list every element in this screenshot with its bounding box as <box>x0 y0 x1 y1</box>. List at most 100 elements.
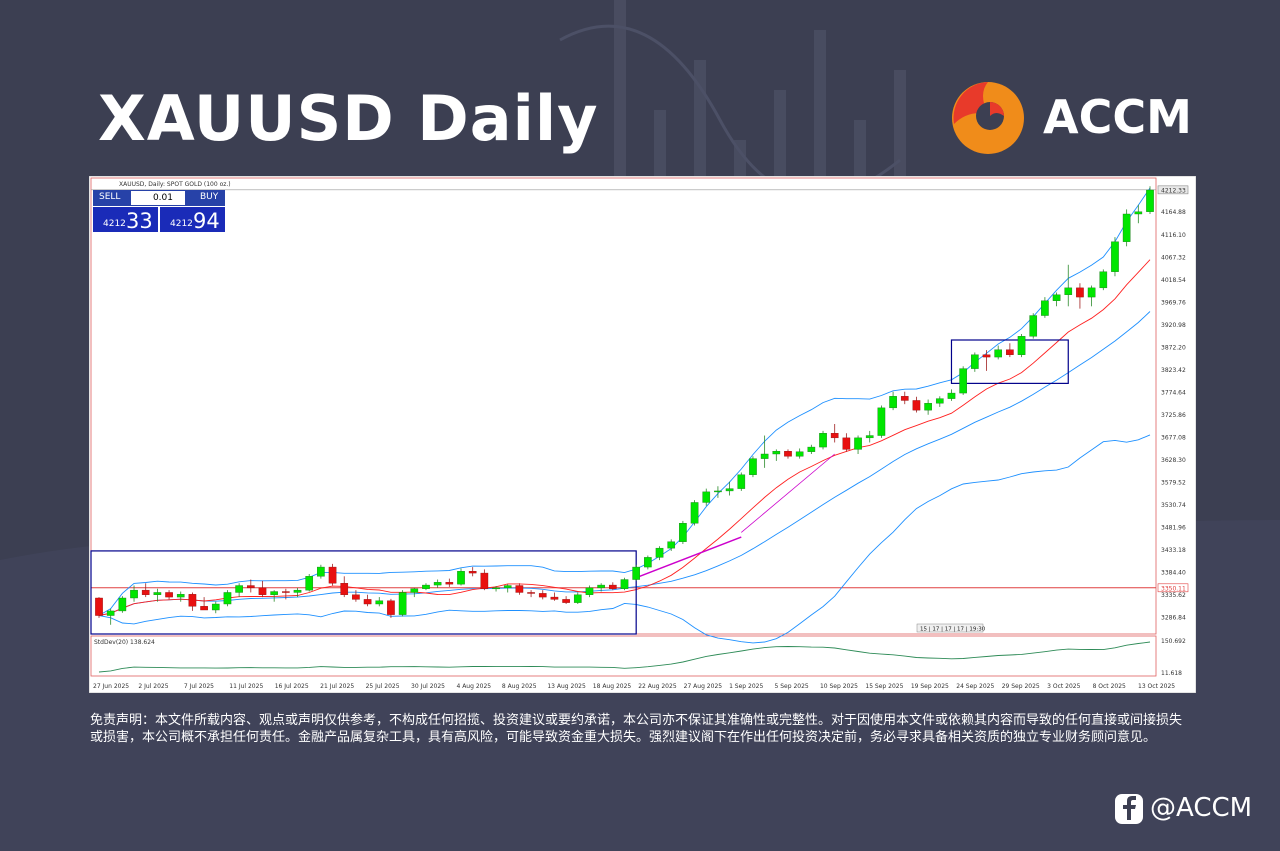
y-tick-label: 4067.32 <box>1161 254 1186 261</box>
y-tick-label: 3969.76 <box>1161 299 1186 306</box>
candle-body <box>270 591 278 595</box>
bid-main: 33 <box>126 209 153 233</box>
candle-body <box>784 451 792 457</box>
candle-body <box>690 502 699 524</box>
x-tick-label: 19 Sep 2025 <box>911 683 949 690</box>
candle-body <box>760 453 769 459</box>
x-tick-label: 30 Jul 2025 <box>411 683 445 690</box>
candle-body <box>188 594 197 607</box>
candle-body <box>118 597 127 612</box>
candle-body <box>235 585 243 593</box>
trade-panel-toolbar: SELL 0.01 BUY <box>93 190 225 206</box>
bid-price[interactable]: 4212 33 <box>93 207 158 233</box>
candle-body <box>573 594 582 603</box>
x-tick-label: 8 Aug 2025 <box>502 683 537 690</box>
candle-body <box>328 566 337 584</box>
y-tick-label: 3628.30 <box>1161 457 1186 464</box>
x-tick-label: 5 Sep 2025 <box>775 683 809 690</box>
candle-body <box>95 597 103 616</box>
candle-body <box>947 392 956 399</box>
candle-body <box>889 396 897 409</box>
time-marker-label: 15 | 17 | 17 | 17 | 19:30 <box>920 627 986 633</box>
candle-body <box>375 600 384 605</box>
candle-body <box>258 587 267 595</box>
indicator-tick-label: 150.692 <box>1161 638 1186 645</box>
social-handle[interactable]: @ACCM <box>1114 790 1274 826</box>
stddev-line <box>98 641 1151 673</box>
candle-body <box>457 571 465 585</box>
x-tick-label: 4 Aug 2025 <box>456 683 491 690</box>
ask-price[interactable]: 4212 94 <box>160 207 225 233</box>
candle-body <box>1111 241 1119 272</box>
x-tick-label: 16 Jul 2025 <box>275 683 309 690</box>
candle-body <box>819 433 827 448</box>
x-tick-label: 24 Sep 2025 <box>956 683 994 690</box>
candle-body <box>433 582 442 586</box>
y-tick-label: 3433.18 <box>1161 547 1186 554</box>
candle-body <box>865 435 874 439</box>
candle-body <box>935 398 944 404</box>
candle-body <box>702 491 711 503</box>
candle-body <box>153 592 162 595</box>
ask-main: 94 <box>193 209 220 233</box>
x-tick-label: 7 Jul 2025 <box>184 683 214 690</box>
sell-button[interactable]: SELL <box>99 192 121 202</box>
x-tick-label: 11 Jul 2025 <box>229 683 263 690</box>
x-tick-label: 3 Oct 2025 <box>1047 683 1080 690</box>
candle-body <box>527 592 535 594</box>
candle-body <box>445 582 454 585</box>
x-tick-label: 13 Oct 2025 <box>1138 683 1175 690</box>
ask-prefix: 4212 <box>170 219 193 229</box>
candle-body <box>854 437 862 450</box>
brand-logo: ACCM <box>950 80 1192 156</box>
y-tick-label: 3725.86 <box>1161 412 1186 419</box>
candle-body <box>538 593 547 598</box>
candle-body <box>632 566 640 580</box>
breakout-box <box>950 339 1069 384</box>
buy-button[interactable]: BUY <box>200 192 219 202</box>
candle-body <box>749 458 757 475</box>
y-tick-label: 3335.62 <box>1161 592 1186 599</box>
accm-logo-icon <box>952 82 1024 154</box>
y-tick-label: 3384.40 <box>1161 569 1186 576</box>
y-tick-label: 3481.96 <box>1161 524 1186 531</box>
candle-body <box>398 592 407 615</box>
candle-body <box>644 557 652 568</box>
candle-body <box>480 572 489 589</box>
chart-frame: XAUUSD, Daily: SPOT GOLD (100 oz.) 4212.3… <box>88 175 1197 694</box>
x-tick-label: 27 Aug 2025 <box>684 683 723 690</box>
y-tick-label: 4212.33 <box>1161 187 1186 194</box>
y-tick-label: 3872.20 <box>1161 344 1186 351</box>
x-tick-label: 18 Aug 2025 <box>593 683 632 690</box>
candle-body <box>877 407 886 436</box>
x-tick-label: 29 Sep 2025 <box>1002 683 1040 690</box>
candle-body <box>352 594 360 600</box>
candle-body <box>1122 213 1131 242</box>
candle-body <box>737 474 746 489</box>
candle-body <box>655 547 664 558</box>
candle-body <box>246 585 255 589</box>
one-click-trading-panel: SELL 0.01 BUY 4212 33 4212 94 <box>93 190 225 233</box>
candle-body <box>994 349 1003 358</box>
candle-body <box>317 566 325 577</box>
consolidation-box <box>90 550 637 635</box>
time-marker-box <box>916 623 984 633</box>
candle-body <box>282 591 290 593</box>
candle-body <box>305 576 314 591</box>
y-tick-label: 3920.98 <box>1161 322 1186 329</box>
indicator-label: StdDev(20) 138.624 <box>94 639 155 646</box>
x-tick-label: 27 Jun 2025 <box>93 683 129 690</box>
lot-size-input[interactable]: 0.01 <box>131 191 185 205</box>
candle-body <box>912 400 921 411</box>
x-tick-label: 2 Jul 2025 <box>138 683 168 690</box>
price-chart[interactable]: XAUUSD, Daily: SPOT GOLD (100 oz.) 4212.3… <box>88 175 1197 694</box>
candle-body <box>410 588 419 593</box>
candle-body <box>550 596 559 600</box>
candle-body <box>772 451 781 455</box>
y-tick-label: 4164.88 <box>1161 209 1186 216</box>
candle-body <box>900 396 909 401</box>
candle-body <box>830 433 839 439</box>
trend-line <box>741 453 835 533</box>
x-tick-label: 1 Sep 2025 <box>729 683 763 690</box>
x-tick-label: 13 Aug 2025 <box>547 683 586 690</box>
